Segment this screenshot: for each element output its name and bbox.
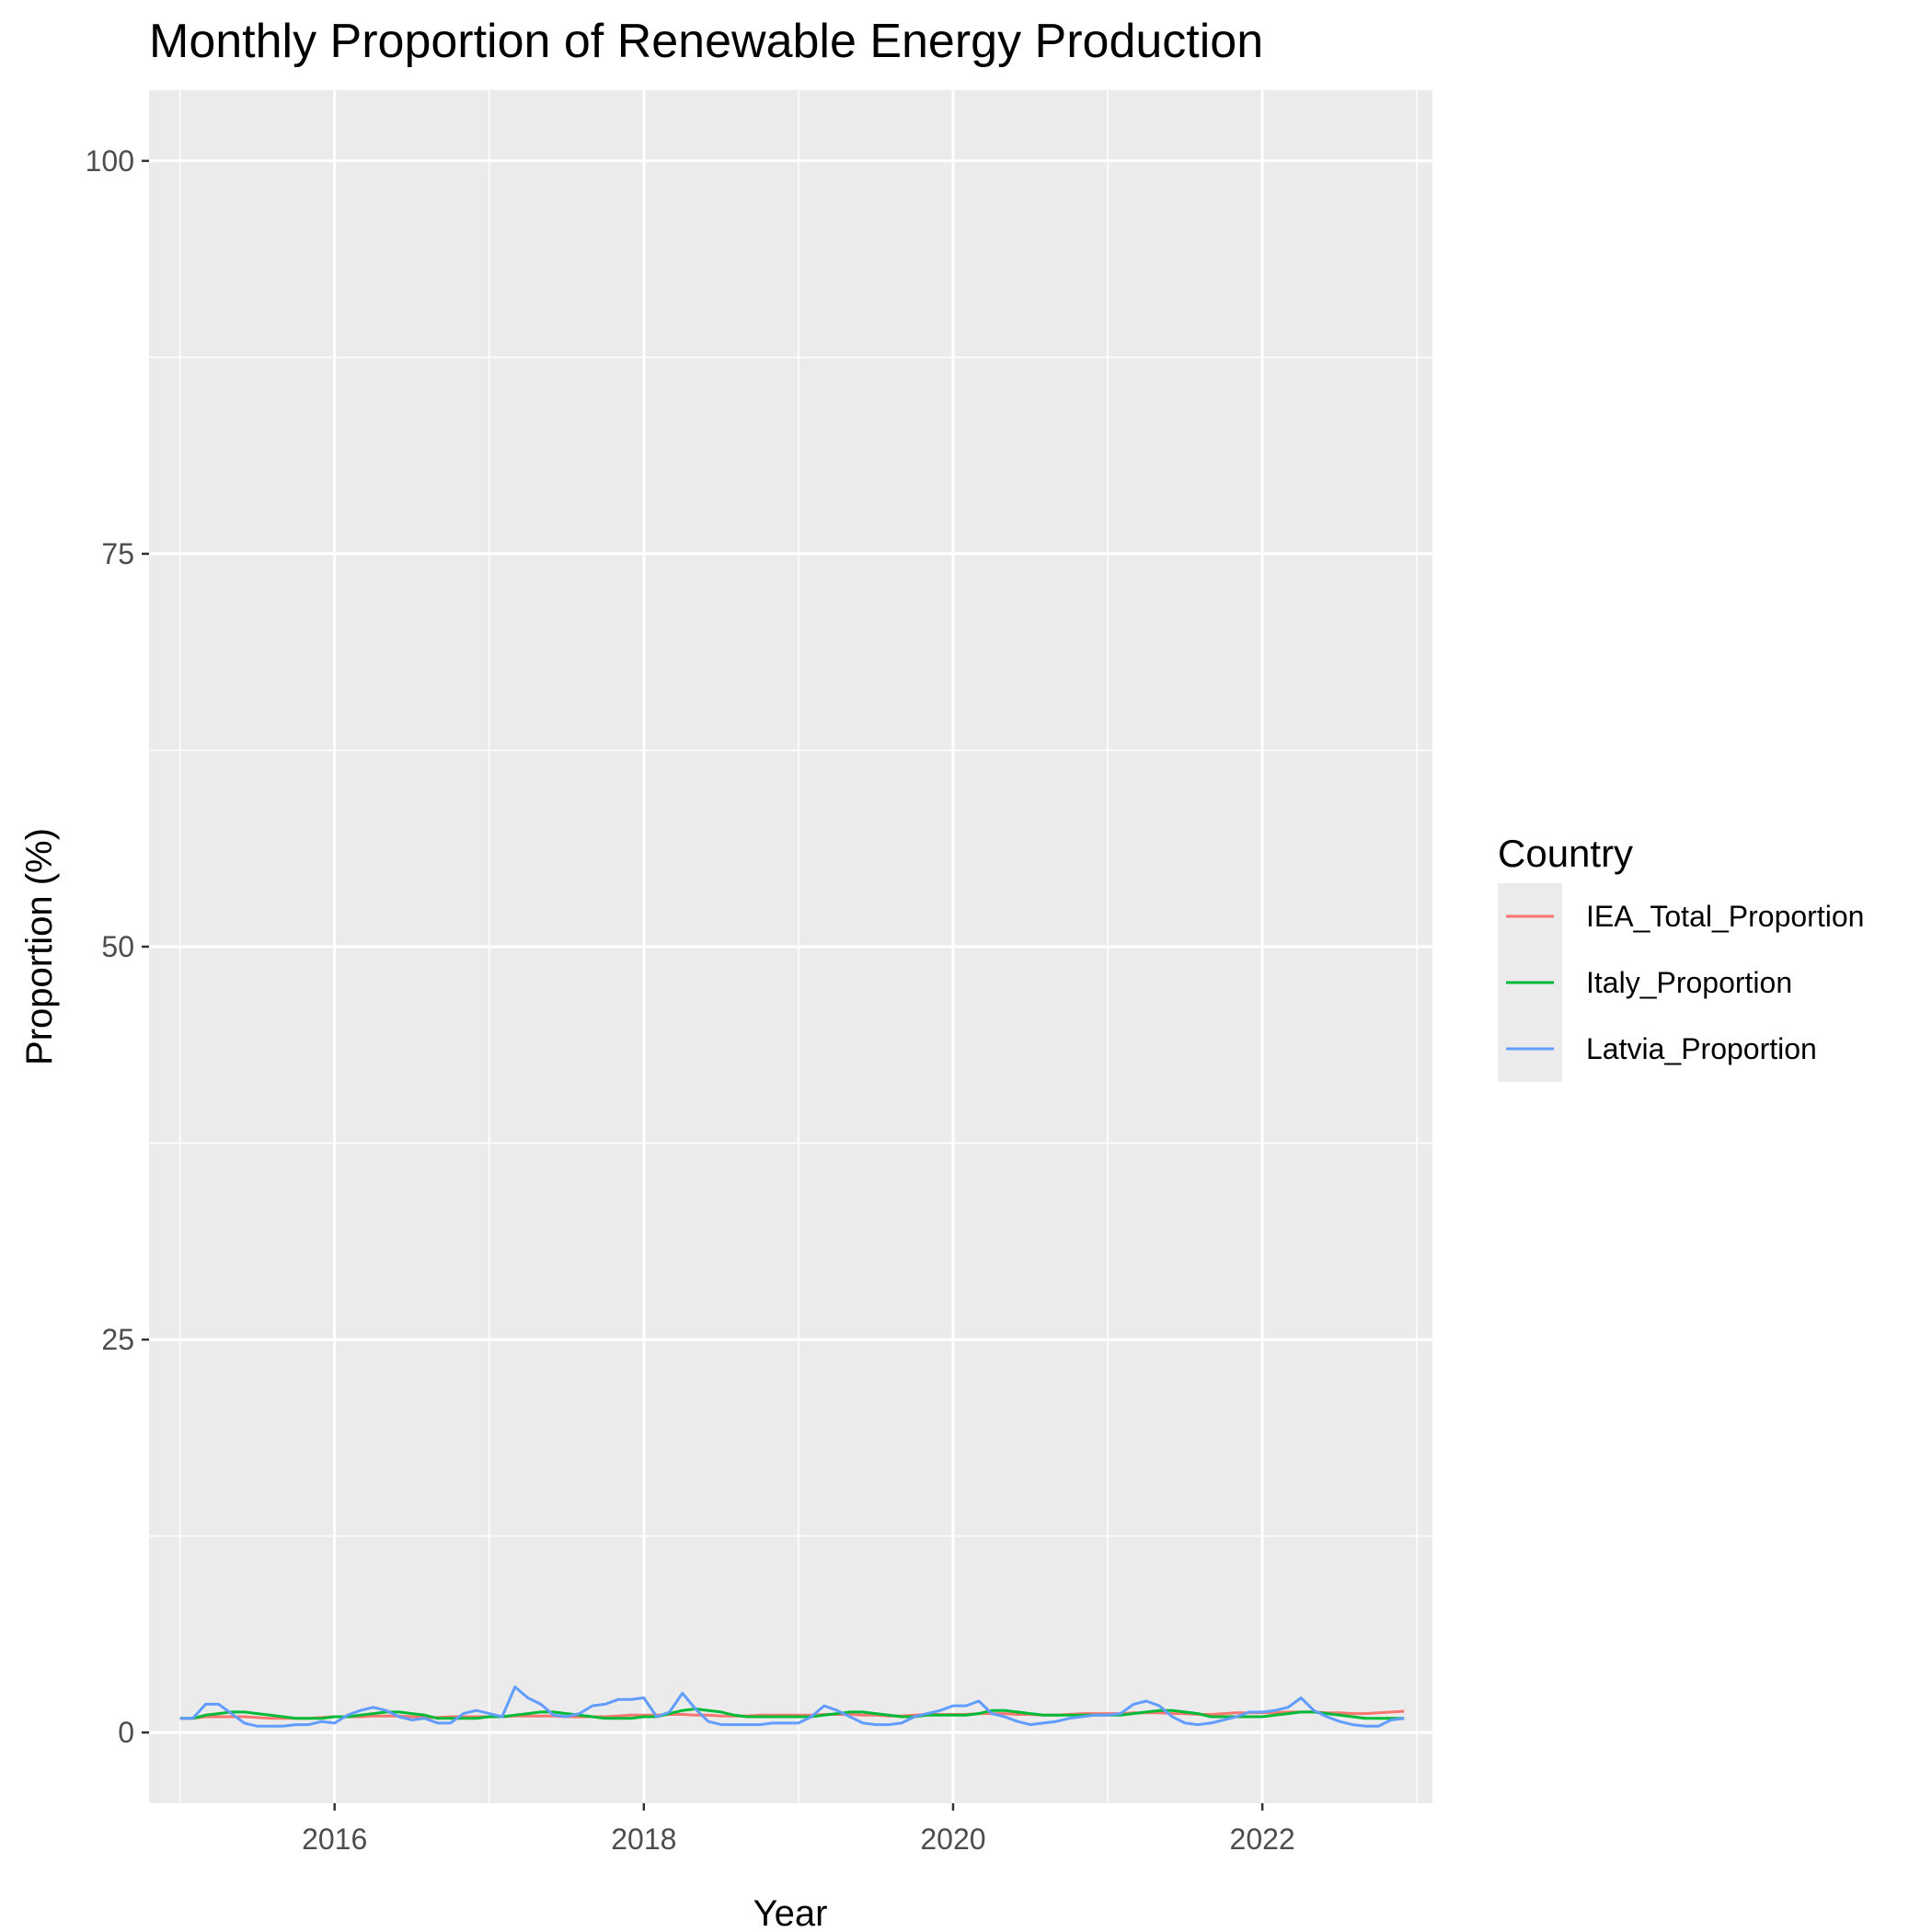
y-tick-label: 25 (101, 1323, 134, 1356)
y-axis-title: Proportion (%) (19, 828, 60, 1065)
chart-title: Monthly Proportion of Renewable Energy P… (149, 15, 1263, 68)
x-axis-title: Year (753, 1893, 828, 1932)
y-tick-label: 100 (86, 144, 134, 178)
legend-title: Country (1498, 832, 1633, 875)
x-tick-label: 2022 (1230, 1823, 1295, 1856)
x-axis: 2016 2018 2020 2022 (302, 1803, 1295, 1856)
legend-label-0: IEA_Total_Proportion (1586, 900, 1864, 933)
legend-items: IEA_Total_Proportion Italy_Proportion Latv… (1498, 883, 1864, 1082)
series-group (179, 1685, 1405, 1728)
x-tick-label: 2020 (920, 1823, 985, 1856)
y-axis: 0 25 50 75 100 (86, 144, 149, 1749)
legend-label-2: Latvia_Proportion (1586, 1032, 1817, 1065)
legend-label-1: Italy_Proportion (1586, 966, 1792, 999)
x-tick-label: 2018 (611, 1823, 676, 1856)
series-line-2 (179, 1685, 1405, 1728)
x-tick-label: 2016 (302, 1823, 367, 1856)
series-line-1 (179, 1708, 1405, 1720)
y-tick-label: 75 (101, 537, 134, 570)
legend: Country IEA_Total_Proportion Italy_Propor… (1498, 832, 1864, 1082)
y-tick-label: 50 (101, 930, 134, 963)
grid-major (149, 90, 1432, 1803)
y-tick-label: 0 (118, 1716, 134, 1749)
